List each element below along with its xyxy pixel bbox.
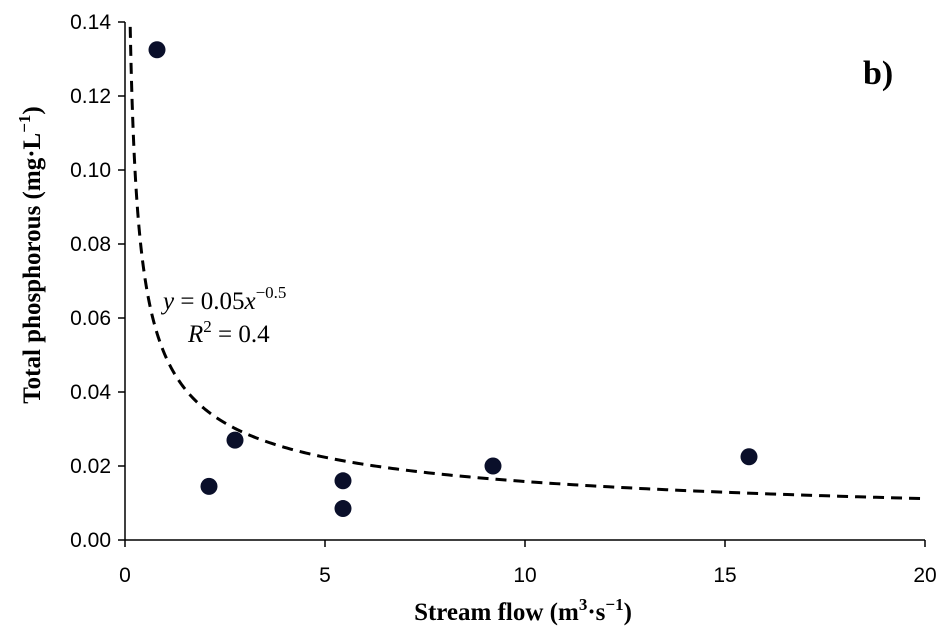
data-point <box>334 500 352 518</box>
trendline-curve <box>128 26 926 501</box>
trendline-layer <box>128 26 926 501</box>
data-point <box>200 477 218 495</box>
y-tick-label: 0.00 <box>70 529 111 552</box>
trendline-equation: y = 0.05x−0.5 <box>160 283 286 315</box>
data-point <box>334 472 352 490</box>
data-point <box>148 41 166 59</box>
y-tick-label: 0.14 <box>70 11 111 34</box>
y-tick-label: 0.04 <box>70 381 111 404</box>
x-axis-title: Stream flow (m3·s−1) <box>414 595 632 626</box>
x-tick-label: 20 <box>913 564 936 587</box>
axes <box>118 21 926 547</box>
r-squared-label: R2 = 0.4 <box>187 317 270 348</box>
panel-label: b) <box>863 55 893 92</box>
y-tick-label: 0.10 <box>70 159 111 182</box>
y-tick-label: 0.06 <box>70 307 111 330</box>
data-point <box>484 457 502 475</box>
y-tick-label: 0.02 <box>70 455 111 478</box>
y-tick-label: 0.12 <box>70 85 111 108</box>
x-tick-label: 15 <box>713 564 736 587</box>
x-tick-label: 5 <box>319 564 331 587</box>
data-points <box>148 41 758 518</box>
tick-labels: 0.00 0.02 0.04 0.06 0.08 0.10 0.12 0.14 0 5 10 15 20 <box>70 11 937 587</box>
y-tick-label: 0.08 <box>70 233 111 256</box>
data-point <box>226 431 244 449</box>
x-tick-label: 0 <box>119 564 131 587</box>
y-axis-title: Total phosphorous (mg·L−1) <box>15 106 46 403</box>
x-tick-label: 10 <box>513 564 536 587</box>
data-point <box>740 448 758 466</box>
